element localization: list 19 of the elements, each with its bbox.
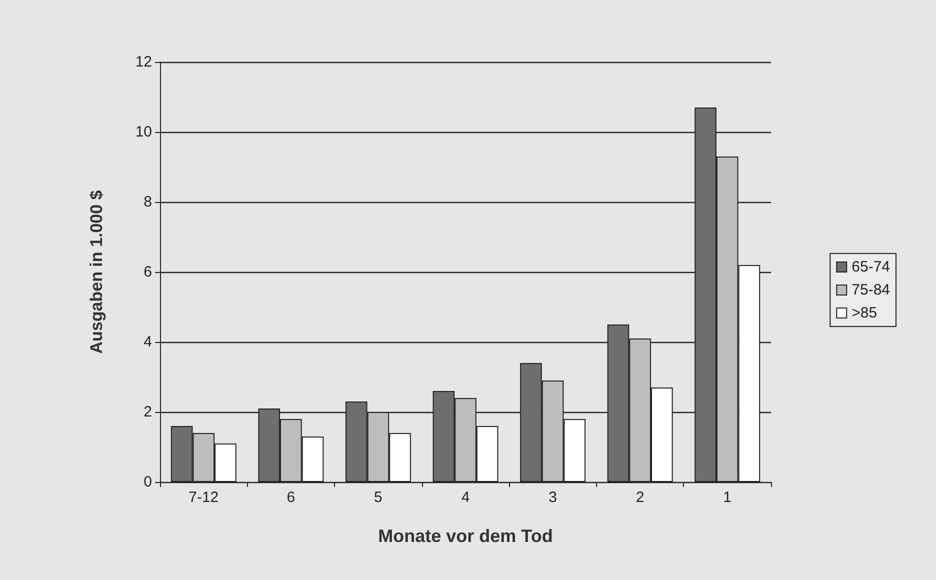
x-axis-title: Monate vor dem Tod xyxy=(378,526,553,546)
x-tick-label: 5 xyxy=(374,489,382,506)
y-tick-label: 2 xyxy=(144,404,152,420)
x-tick-label: 2 xyxy=(636,489,644,506)
y-tick-label: 8 xyxy=(144,194,152,210)
y-tick-label: 12 xyxy=(135,54,152,70)
y-tick-label: 6 xyxy=(144,264,152,280)
y-tick-label: 4 xyxy=(144,334,152,350)
y-tick-label: 0 xyxy=(144,474,152,490)
y-axis-title: Ausgaben in 1.000 $ xyxy=(87,190,106,354)
x-tick-label: 1 xyxy=(723,489,732,506)
x-tick-label: 4 xyxy=(461,489,470,506)
legend-label: 75-84 xyxy=(852,282,890,298)
y-tick-label: 10 xyxy=(135,124,152,140)
legend-label: 65-74 xyxy=(852,258,890,276)
x-tick-label: 3 xyxy=(548,489,557,506)
legend-label: >85 xyxy=(852,304,878,322)
x-tick-label: 7-12 xyxy=(188,489,219,506)
x-tick-label: 6 xyxy=(286,489,296,506)
